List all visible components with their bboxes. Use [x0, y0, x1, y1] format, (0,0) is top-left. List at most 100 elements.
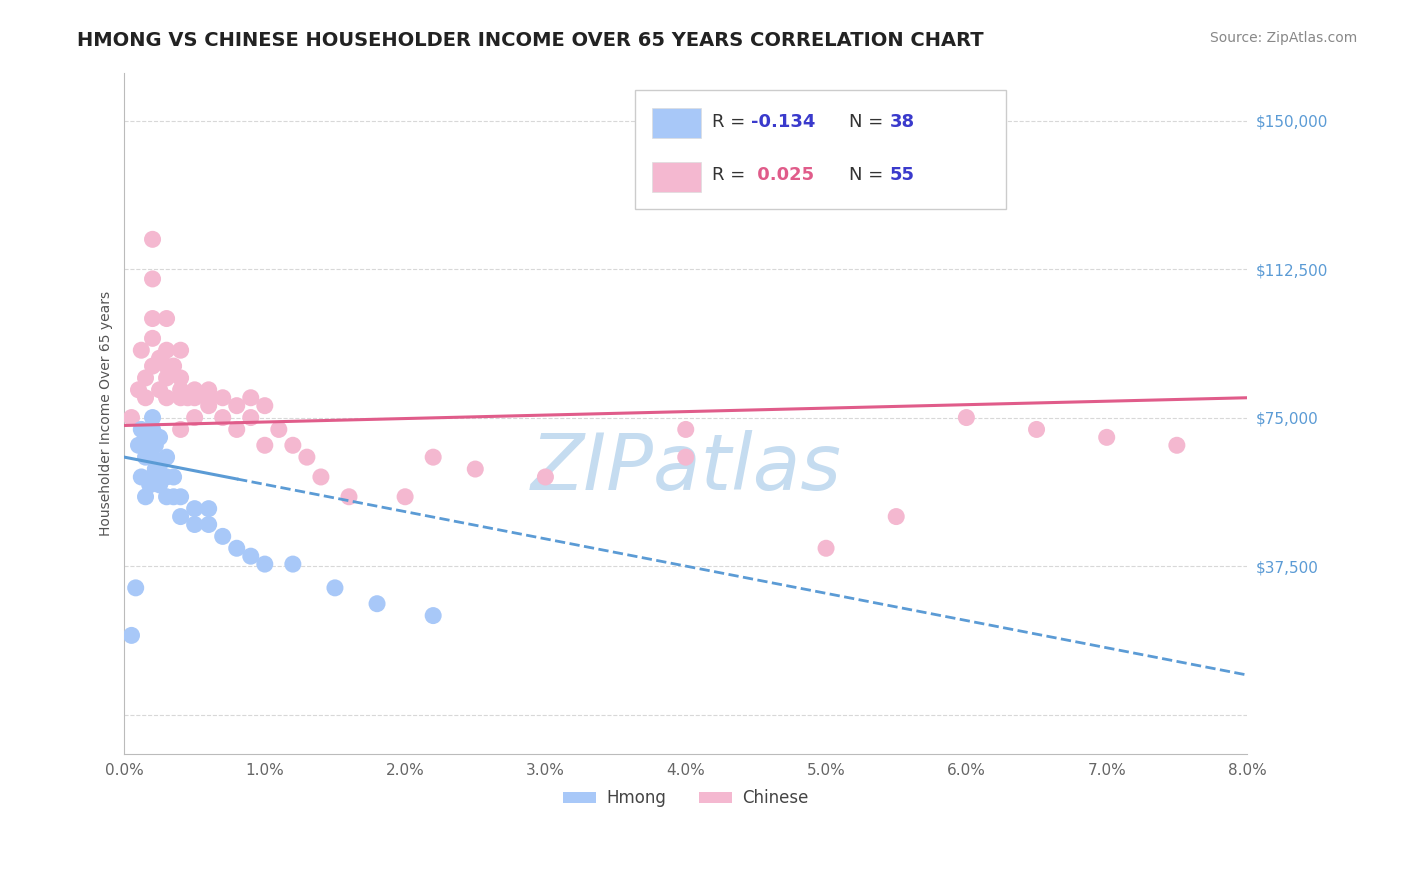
Point: [1095, 430, 1118, 444]
Point: [197, 383, 219, 397]
Point: [121, 628, 143, 642]
Point: [169, 490, 191, 504]
Point: [955, 410, 977, 425]
Point: [131, 343, 153, 358]
Point: [128, 383, 150, 397]
Point: [884, 509, 907, 524]
Point: [675, 422, 697, 436]
Point: [155, 343, 177, 358]
Point: [155, 311, 177, 326]
Point: [141, 438, 163, 452]
Point: [422, 608, 444, 623]
Point: [225, 399, 247, 413]
Point: [169, 343, 191, 358]
Point: [125, 581, 148, 595]
Point: [197, 399, 219, 413]
Point: [141, 232, 163, 246]
Point: [131, 470, 153, 484]
Legend: Hmong, Chinese: Hmong, Chinese: [555, 782, 815, 814]
Text: R =: R =: [711, 166, 751, 184]
Point: [1166, 438, 1188, 452]
Text: HMONG VS CHINESE HOUSEHOLDER INCOME OVER 65 YEARS CORRELATION CHART: HMONG VS CHINESE HOUSEHOLDER INCOME OVER…: [77, 31, 984, 50]
Point: [253, 557, 276, 571]
Point: [162, 359, 184, 373]
Point: [225, 422, 247, 436]
Text: N =: N =: [848, 113, 889, 131]
Point: [134, 391, 156, 405]
Point: [134, 450, 156, 465]
Point: [131, 422, 153, 436]
Point: [143, 462, 166, 476]
Point: [183, 391, 205, 405]
Text: R =: R =: [711, 113, 751, 131]
Point: [148, 383, 170, 397]
Point: [176, 391, 198, 405]
Text: 0.025: 0.025: [751, 166, 814, 184]
Point: [169, 391, 191, 405]
Point: [134, 430, 156, 444]
Y-axis label: Householder Income Over 65 years: Householder Income Over 65 years: [100, 291, 114, 536]
Point: [183, 517, 205, 532]
Point: [148, 351, 170, 366]
Point: [815, 541, 838, 556]
Point: [239, 549, 262, 564]
Point: [211, 410, 233, 425]
Text: -0.134: -0.134: [751, 113, 815, 131]
Point: [253, 438, 276, 452]
Point: [211, 391, 233, 405]
Point: [295, 450, 318, 465]
Point: [534, 470, 557, 484]
Point: [239, 391, 262, 405]
Point: [197, 391, 219, 405]
Text: 55: 55: [890, 166, 915, 184]
Point: [267, 422, 290, 436]
Point: [281, 438, 304, 452]
Point: [155, 371, 177, 385]
Point: [148, 478, 170, 492]
Point: [239, 410, 262, 425]
Point: [141, 450, 163, 465]
Point: [121, 410, 143, 425]
Text: 38: 38: [890, 113, 915, 131]
Point: [148, 430, 170, 444]
Point: [141, 331, 163, 345]
Point: [197, 501, 219, 516]
Point: [183, 501, 205, 516]
Point: [155, 470, 177, 484]
Point: [155, 359, 177, 373]
Point: [155, 490, 177, 504]
Point: [183, 410, 205, 425]
Point: [138, 478, 160, 492]
Point: [211, 529, 233, 543]
Point: [141, 311, 163, 326]
Point: [169, 371, 191, 385]
Point: [162, 470, 184, 484]
Point: [141, 359, 163, 373]
Point: [675, 450, 697, 465]
Point: [141, 422, 163, 436]
Point: [309, 470, 332, 484]
FancyBboxPatch shape: [652, 109, 702, 138]
Point: [162, 490, 184, 504]
FancyBboxPatch shape: [636, 90, 1005, 210]
Point: [225, 541, 247, 556]
Point: [143, 438, 166, 452]
Point: [422, 450, 444, 465]
Text: Source: ZipAtlas.com: Source: ZipAtlas.com: [1209, 31, 1357, 45]
Point: [155, 391, 177, 405]
Point: [169, 383, 191, 397]
Point: [253, 399, 276, 413]
Point: [169, 509, 191, 524]
Point: [134, 490, 156, 504]
Point: [394, 490, 416, 504]
Point: [337, 490, 360, 504]
Point: [464, 462, 486, 476]
Point: [1025, 422, 1047, 436]
Point: [366, 597, 388, 611]
Point: [183, 383, 205, 397]
FancyBboxPatch shape: [652, 161, 702, 192]
Text: N =: N =: [848, 166, 889, 184]
Point: [134, 371, 156, 385]
Point: [169, 422, 191, 436]
Point: [155, 450, 177, 465]
